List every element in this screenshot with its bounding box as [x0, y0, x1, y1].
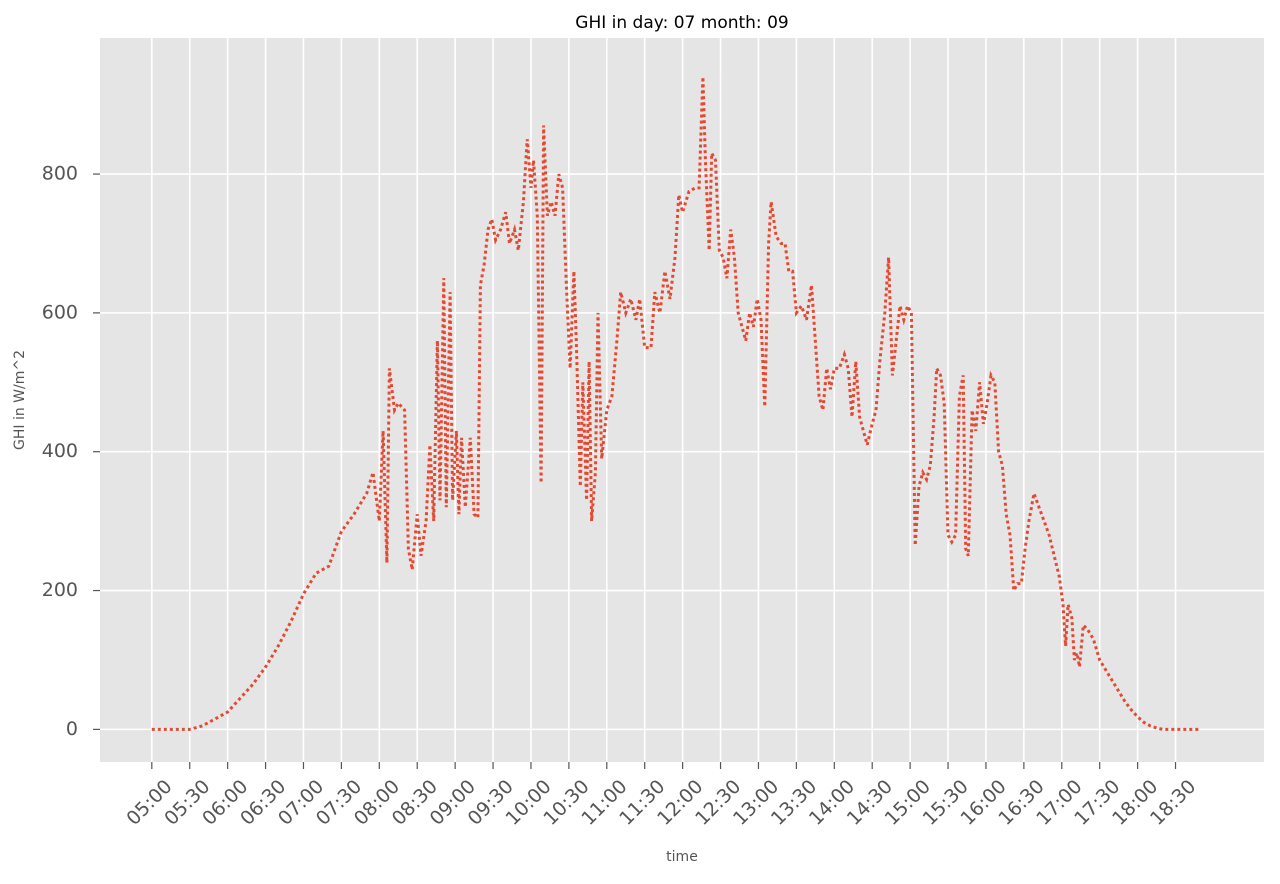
y-tick-label: 400	[42, 440, 78, 462]
y-tick-label: 0	[66, 718, 78, 740]
y-axis-label: GHI in W/m^2	[12, 350, 28, 450]
data-line	[151, 76, 1201, 731]
y-tick-label: 600	[42, 301, 78, 323]
x-axis-label: time	[666, 849, 698, 865]
chart-title: GHI in day: 07 month: 09	[575, 13, 788, 33]
y-tick-label: 200	[42, 579, 78, 601]
y-tick-label: 800	[42, 163, 78, 185]
